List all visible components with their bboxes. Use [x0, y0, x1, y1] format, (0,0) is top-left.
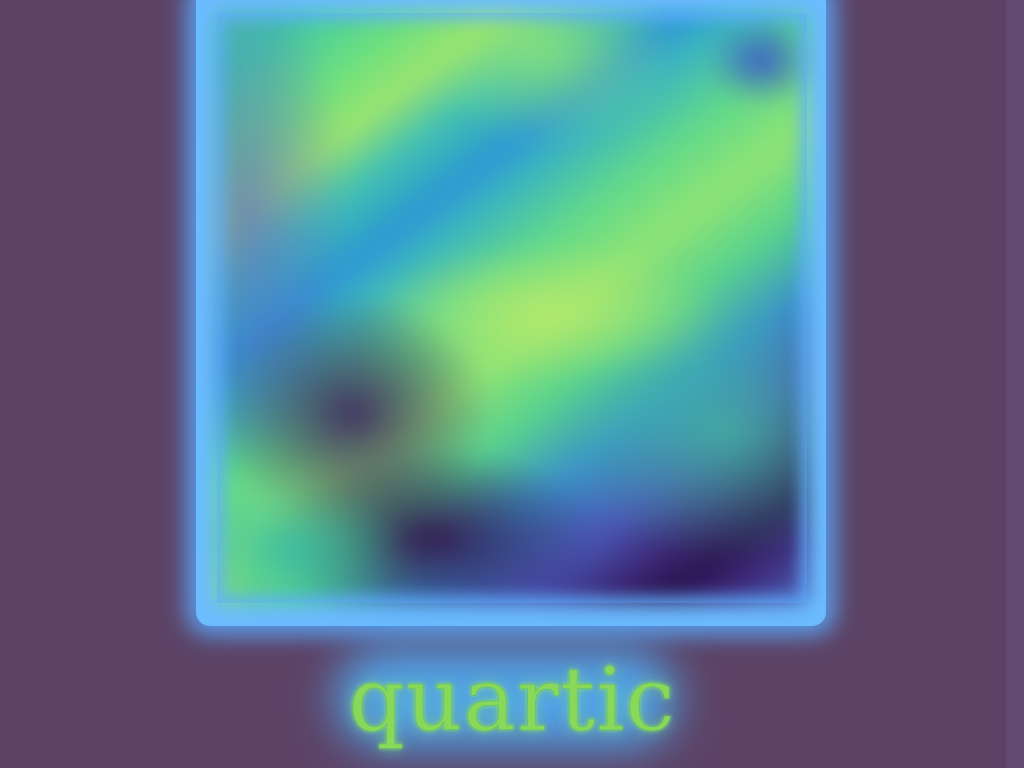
figure-label: quartic — [348, 648, 676, 752]
heatmap-image — [217, 13, 807, 603]
label-glow — [336, 648, 676, 748]
right-edge-strip — [1006, 0, 1024, 768]
